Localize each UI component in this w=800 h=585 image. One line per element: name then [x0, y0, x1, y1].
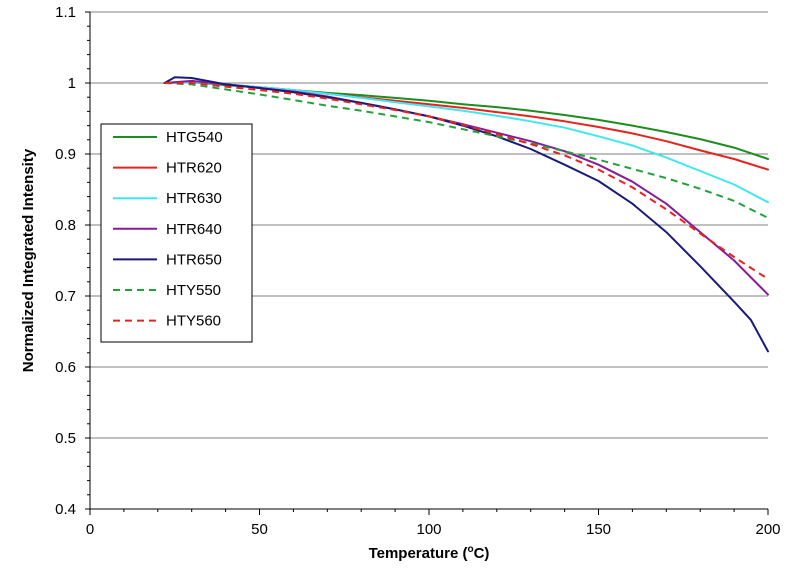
- axis-titles: Temperature (oC) Normalized Integrated In…: [20, 148, 489, 562]
- legend-label: HTR630: [166, 190, 222, 207]
- axes: 0.4 0.5 0.6 0.7 0.8 0.9 1 1.1 0 50 100 150 200: [55, 4, 780, 538]
- legend-label: HTG540: [166, 129, 223, 146]
- x-axis-title: Temperature (oC): [369, 544, 490, 562]
- x-tick-label: 200: [755, 521, 780, 538]
- y-tick-label: 0.7: [55, 288, 76, 305]
- x-tick-label: 150: [586, 521, 611, 538]
- legend-label: HTY560: [166, 313, 221, 330]
- series-line-htg540: [163, 81, 769, 160]
- legend-label: HTR640: [166, 221, 222, 238]
- series-line-hty560: [164, 82, 769, 280]
- y-tick-label: 1.1: [55, 4, 76, 21]
- y-tick-label: 0.6: [55, 359, 76, 376]
- series-lines: [163, 76, 769, 353]
- series-line-htr630: [163, 81, 769, 204]
- y-tick-label: 0.9: [55, 146, 76, 163]
- series-line-hty550: [164, 82, 769, 219]
- y-tick-label: 0.5: [55, 430, 76, 447]
- x-tick-label: 100: [416, 521, 441, 538]
- y-tick-label: 0.4: [55, 501, 76, 518]
- y-tick-label: 0.8: [55, 217, 76, 234]
- x-tick-label: 50: [251, 521, 268, 538]
- legend: HTG540 HTR620 HTR630 HTR640 HTR650 HTY550 HTY5…: [100, 123, 253, 343]
- y-axis-title: Normalized Integrated Intensity: [20, 148, 37, 372]
- legend-box: [100, 123, 253, 343]
- legend-label: HTR620: [166, 160, 222, 177]
- legend-label: HTY550: [166, 282, 221, 299]
- y-tick-label: 1: [68, 75, 76, 92]
- series-line-htr640: [163, 79, 769, 296]
- legend-label: HTR650: [166, 251, 222, 268]
- x-tick-label: 0: [86, 521, 94, 538]
